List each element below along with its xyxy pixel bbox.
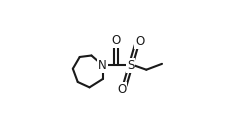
Text: N: N (98, 59, 107, 72)
Text: O: O (134, 35, 144, 48)
Text: O: O (116, 83, 126, 96)
Text: O: O (111, 34, 120, 47)
Text: S: S (126, 59, 134, 72)
